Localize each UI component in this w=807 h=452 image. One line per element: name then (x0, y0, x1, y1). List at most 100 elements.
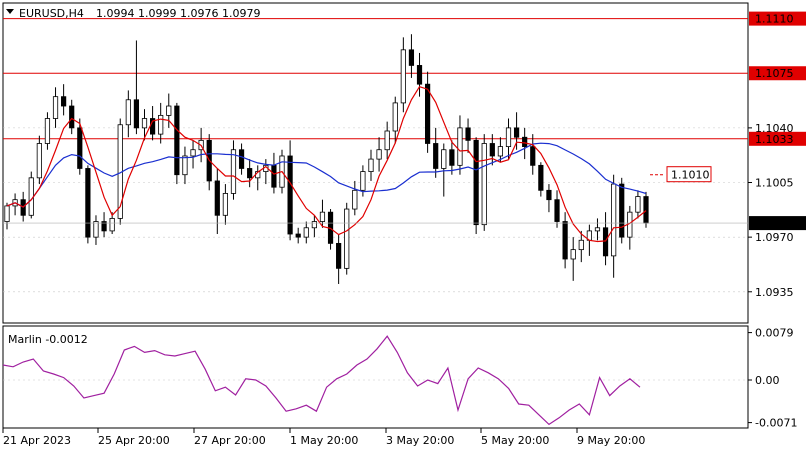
price-tick-label: 1.0935 (755, 286, 794, 299)
candle-body (643, 196, 649, 224)
candle-body (619, 183, 625, 238)
candle-body (392, 102, 398, 132)
candle-body (271, 164, 277, 188)
time-tick-label: 21 Apr 2023 (3, 434, 71, 447)
candles (4, 34, 649, 284)
candle-body (425, 83, 431, 144)
oscillator-label: Marlin -0.0012 (8, 333, 88, 346)
price-pane (2, 2, 749, 324)
target-tag-label: 1.1010 (671, 169, 710, 182)
time-tick-label: 1 May 20:00 (290, 434, 358, 447)
candle-body (4, 205, 10, 222)
moving-average-red (6, 85, 647, 243)
candle-body (465, 127, 471, 141)
candle-body (230, 149, 237, 194)
time-tick-label: 5 May 20:00 (481, 434, 549, 447)
candle-body (182, 155, 188, 176)
candle-body (247, 168, 253, 179)
candle-body (441, 149, 447, 169)
candle-body (125, 99, 131, 126)
candle-body (594, 227, 601, 232)
candle-body (344, 208, 350, 269)
level-tag-label: 1.1033 (755, 133, 794, 146)
moving-average-blue (6, 142, 647, 208)
candle-body (554, 199, 560, 222)
ohlc-values: 1.0994 1.0999 1.0976 1.0979 (96, 7, 260, 20)
candle-body (489, 143, 495, 157)
candle-body (319, 211, 326, 222)
candle-body (101, 221, 107, 232)
candle-body (578, 239, 584, 251)
candle-body (384, 130, 390, 151)
candle-body (303, 227, 309, 238)
candle-body (190, 149, 196, 157)
time-tick-label: 9 May 20:00 (577, 434, 645, 447)
osc-tick-label: 0.00 (755, 374, 780, 387)
current-price-label: 1.0979 (755, 217, 794, 230)
candle-body (214, 180, 220, 216)
horizontal-levels: 1.1110 1.1075 1.1033 1.1010 (3, 11, 806, 183)
candle-body (238, 149, 245, 169)
chart-menu-icon[interactable] (6, 9, 14, 14)
candle-body (497, 146, 504, 157)
current-price-tag (749, 216, 806, 231)
time-tick-label: 3 May 20:00 (386, 434, 454, 447)
candle-body (546, 189, 552, 201)
candle-body (376, 149, 382, 160)
candle-body (473, 139, 479, 226)
level-tag (749, 11, 806, 26)
candle-body (513, 127, 520, 138)
candle-body (368, 158, 374, 172)
level-tag (749, 131, 806, 146)
candle-body (570, 249, 576, 260)
symbol-timeframe: EURUSD,H4 (19, 7, 84, 20)
level-tag-label: 1.1075 (755, 67, 794, 80)
price-tick-label: 1.0970 (755, 231, 794, 244)
price-tick-label: 1.1005 (755, 177, 794, 190)
candle-body (562, 221, 568, 260)
price-tick-label: 1.1040 (755, 122, 794, 135)
candle-body (311, 221, 317, 229)
level-tag (749, 66, 806, 81)
candle-body (635, 196, 641, 213)
candle-body (174, 105, 180, 176)
candle-body (61, 96, 67, 107)
candle-body (336, 242, 342, 269)
candle-body (360, 171, 366, 191)
candle-body (538, 164, 544, 191)
oscillator-axis: 0.0079 0.00 -0.0071 (3, 327, 797, 430)
candle-body (28, 177, 34, 216)
candle-body (449, 149, 455, 166)
oscillator-pane (2, 325, 749, 429)
candle-body (400, 49, 406, 104)
candle-body (109, 218, 115, 232)
candle-body (408, 49, 415, 66)
candle-body (44, 118, 51, 144)
candle-body (69, 105, 75, 129)
candle-body (85, 168, 91, 238)
candle-body (481, 143, 487, 226)
candle-body (36, 143, 42, 179)
candle-body (166, 105, 172, 116)
candle-body (77, 127, 83, 169)
level-tag-label: 1.1110 (755, 13, 794, 26)
candle-body (602, 227, 609, 257)
time-axis: 21 Apr 2023 25 Apr 20:00 27 Apr 20:00 1 May… (2, 428, 645, 447)
candle-body (52, 96, 59, 119)
osc-tick-label: 0.0079 (755, 327, 794, 340)
candle-body (287, 155, 293, 235)
candle-body (416, 65, 423, 85)
candle-body (222, 193, 228, 216)
time-tick-label: 25 Apr 20:00 (98, 434, 170, 447)
price-axis: 1.0935 1.0970 1.1005 1.1040 1.0979 (3, 122, 806, 299)
candle-body (530, 146, 536, 166)
candle-body (611, 183, 617, 257)
candle-body (133, 99, 140, 129)
candle-body (505, 127, 512, 148)
candle-body (141, 118, 148, 129)
target-tag (666, 166, 712, 183)
oscillator-line (2, 335, 641, 426)
candle-body (93, 221, 99, 238)
candle-body (522, 136, 528, 148)
